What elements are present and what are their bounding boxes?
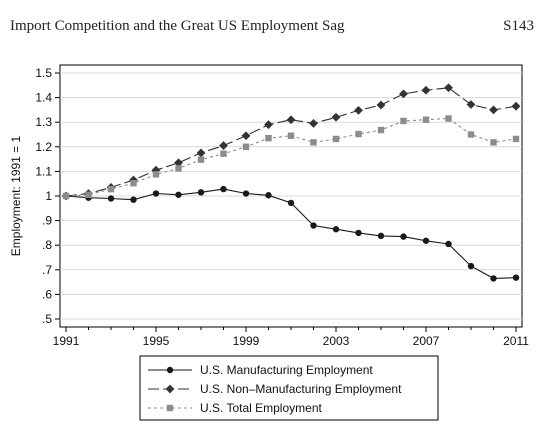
data-point — [286, 115, 296, 125]
legend-label: U.S. Manufacturing Employment — [200, 363, 373, 377]
data-point — [242, 143, 250, 150]
data-point — [219, 141, 228, 150]
x-tick-label: 2011 — [503, 334, 529, 348]
data-point — [421, 85, 431, 95]
data-point — [512, 135, 520, 143]
data-point — [399, 89, 408, 99]
data-point — [174, 158, 183, 168]
data-point — [196, 148, 206, 158]
data-point — [152, 171, 160, 178]
legend-entry: U.S. Manufacturing Employment — [148, 363, 373, 377]
running-head: Import Competition and the Great US Empl… — [0, 18, 546, 42]
data-point — [265, 192, 272, 199]
data-point — [445, 240, 452, 248]
y-tick-label: .7 — [42, 263, 52, 277]
y-tick-label: 1.3 — [35, 115, 52, 129]
data-point — [241, 131, 251, 141]
series-3 — [62, 115, 520, 200]
data-point — [152, 190, 160, 197]
data-point — [264, 120, 273, 130]
data-point — [151, 165, 161, 175]
data-point — [445, 115, 452, 122]
data-point — [376, 100, 386, 110]
legend-label: U.S. Non–Manufacturing Employment — [200, 382, 402, 396]
y-tick-label: .9 — [42, 214, 52, 228]
data-point — [467, 131, 475, 138]
data-point — [355, 229, 362, 237]
data-point — [511, 101, 521, 111]
data-point — [332, 226, 340, 233]
data-point — [400, 233, 407, 240]
legend: U.S. Manufacturing Employment U.S. Non–Ma… — [139, 355, 439, 421]
x-tick-label: 1999 — [233, 334, 260, 348]
data-point — [490, 139, 497, 146]
data-point — [107, 195, 115, 202]
data-point — [265, 134, 272, 142]
data-point — [242, 190, 250, 197]
data-point — [309, 119, 318, 128]
x-tick-label: 2007 — [413, 334, 440, 348]
y-tick-label: 1.2 — [35, 140, 52, 154]
data-point — [197, 189, 205, 196]
data-point — [512, 274, 520, 281]
data-point — [175, 165, 182, 172]
data-point — [331, 112, 341, 122]
data-point — [489, 105, 498, 115]
data-point — [377, 126, 385, 134]
data-point — [355, 130, 362, 138]
y-tick-label: 1.5 — [35, 66, 52, 80]
data-point — [130, 180, 137, 187]
y-tick-label: 1 — [45, 189, 52, 203]
series-line — [65, 87, 517, 197]
data-point — [467, 262, 475, 270]
data-point — [197, 156, 205, 163]
y-tick-label: .6 — [42, 287, 52, 301]
data-point — [444, 83, 453, 93]
data-point — [130, 196, 137, 203]
x-tick-label: 2003 — [323, 334, 350, 348]
y-tick-label: .5 — [42, 312, 52, 326]
data-point — [310, 139, 317, 146]
data-point — [422, 237, 430, 244]
data-point — [354, 105, 363, 115]
legend-entry: U.S. Total Employment — [148, 401, 322, 415]
data-point — [287, 132, 295, 139]
data-point — [287, 199, 295, 207]
y-axis-label: Employment: 1991 = 1 — [9, 135, 23, 256]
data-point — [175, 191, 182, 198]
data-point — [400, 117, 407, 125]
data-point — [220, 150, 227, 157]
x-tick-label: 1995 — [143, 334, 170, 348]
x-axis: 1991 1995 1999 2003 2007 2011 — [53, 327, 529, 348]
legend-marker — [165, 384, 175, 394]
legend-marker — [166, 404, 174, 412]
legend-label: U.S. Total Employment — [200, 401, 322, 415]
data-point — [332, 135, 340, 143]
y-tick-label: 1.1 — [35, 164, 52, 178]
legend-marker — [166, 366, 174, 374]
running-title: Import Competition and the Great US Empl… — [10, 18, 345, 34]
data-point — [62, 192, 70, 200]
legend-entry: U.S. Non–Manufacturing Employment — [148, 382, 402, 396]
legend-box — [139, 355, 439, 421]
data-point — [490, 275, 497, 282]
y-tick-label: 1.4 — [35, 91, 52, 105]
data-point — [107, 185, 115, 193]
y-axis: .5 .6 .7 .8 .9 1 1.1 1.2 1.3 1.4 1.5 — [35, 66, 60, 326]
data-point — [466, 100, 476, 109]
grid-lines — [60, 72, 522, 320]
x-tick-label: 1991 — [53, 334, 80, 348]
y-tick-label: .8 — [42, 238, 52, 252]
data-point — [85, 191, 92, 198]
data-point — [310, 222, 317, 229]
page-number: S143 — [503, 18, 534, 34]
data-point — [220, 185, 227, 193]
data-point — [422, 116, 430, 123]
series-layer — [61, 83, 521, 282]
data-point — [377, 232, 385, 240]
